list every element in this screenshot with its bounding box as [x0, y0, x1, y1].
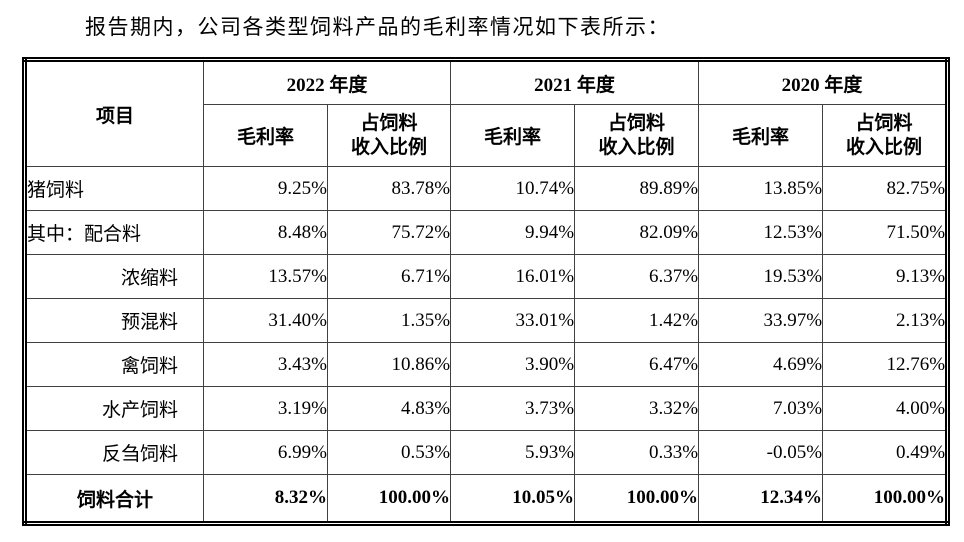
cell-value: 5.93%: [450, 430, 576, 475]
subheader-ratio-line2: 收入比例: [846, 136, 923, 158]
cell-value: 16.01%: [450, 254, 576, 299]
row-label: 预混料: [24, 298, 204, 343]
cell-value: 8.32%: [203, 474, 328, 524]
cell-value: 6.71%: [326, 254, 452, 299]
cell-value: 13.85%: [698, 166, 824, 211]
cell-value: 12.34%: [698, 474, 824, 524]
cell-value: 3.32%: [574, 386, 700, 431]
subheader-margin-2021: 毛利率: [450, 104, 576, 167]
cell-value: 100.00%: [326, 474, 452, 524]
cell-value: 0.53%: [326, 430, 452, 475]
row-label: 其中：配合料: [24, 210, 204, 255]
cell-value: 8.48%: [203, 210, 328, 255]
table-row-pig-feed: 猪饲料 9.25% 83.78% 10.74% 89.89% 13.85% 82…: [24, 166, 949, 211]
subheader-ratio-line1: 占饲料: [608, 112, 666, 134]
cell-value: 31.40%: [203, 298, 328, 343]
row-label: 水产饲料: [24, 386, 204, 431]
table-row-premix-feed: 预混料 31.40% 1.35% 33.01% 1.42% 33.97% 2.1…: [24, 298, 949, 343]
cell-value: 89.89%: [574, 166, 700, 211]
cell-value: 9.25%: [203, 166, 328, 211]
cell-value: 0.33%: [574, 430, 700, 475]
subheader-margin-2022: 毛利率: [203, 104, 328, 167]
subheader-margin-2020: 毛利率: [698, 104, 824, 167]
cell-value: 100.00%: [822, 474, 949, 524]
header-row-metrics: 毛利率 占饲料 收入比例 毛利率 占饲料 收入比例 毛利率 占饲料 收入比例: [25, 104, 949, 167]
subheader-ratio-line1: 占饲料: [360, 112, 418, 134]
cell-value: 3.73%: [450, 386, 576, 431]
table-row-ruminant-feed: 反刍饲料 6.99% 0.53% 5.93% 0.33% -0.05% 0.49…: [24, 430, 949, 475]
header-row-years: 项目 2022 年度 2021 年度 2020 年度: [24, 59, 949, 167]
cell-value: 1.42%: [574, 298, 700, 343]
cell-value: 1.35%: [326, 298, 452, 343]
cell-value: 71.50%: [822, 210, 949, 255]
cell-value: 100.00%: [574, 474, 700, 524]
table-row-compound-feed: 其中：配合料 8.48% 75.72% 9.94% 82.09% 12.53% …: [24, 210, 949, 255]
cell-value: -0.05%: [698, 430, 824, 475]
year-header-2021: 2021 年度: [450, 59, 700, 105]
cell-value: 7.03%: [698, 386, 824, 431]
cell-value: 13.57%: [203, 254, 328, 299]
year-header-2022: 2022 年度: [202, 59, 452, 105]
cell-value: 2.13%: [822, 298, 949, 343]
subheader-ratio-line2: 收入比例: [351, 136, 428, 158]
table-row-poultry-feed: 禽饲料 3.43% 10.86% 3.90% 6.47% 4.69% 12.76…: [24, 342, 949, 387]
cell-value: 0.49%: [822, 430, 949, 475]
gross-margin-table: 项目 2022 年度 2021 年度 2020 年度 毛利率 占饲料 收入比例 …: [22, 57, 951, 526]
subheader-ratio-2020: 占饲料 收入比例: [822, 104, 949, 167]
row-label: 猪饲料: [24, 166, 204, 211]
cell-value: 9.13%: [822, 254, 949, 299]
subheader-ratio-2022: 占饲料 收入比例: [326, 104, 452, 167]
cell-value: 3.43%: [203, 342, 328, 387]
cell-value: 6.37%: [574, 254, 700, 299]
subheader-ratio-line1: 占饲料: [855, 112, 913, 134]
cell-value: 33.97%: [698, 298, 824, 343]
cell-value: 3.90%: [450, 342, 576, 387]
table-row-concentrated-feed: 浓缩料 13.57% 6.71% 16.01% 6.37% 19.53% 9.1…: [24, 254, 949, 299]
cell-value: 82.09%: [574, 210, 700, 255]
cell-value: 6.47%: [574, 342, 700, 387]
row-label: 浓缩料: [24, 254, 204, 299]
cell-value: 6.99%: [203, 430, 328, 475]
cell-value: 10.05%: [450, 474, 576, 524]
cell-value: 82.75%: [822, 166, 949, 211]
year-header-2020: 2020 年度: [698, 59, 949, 105]
row-label: 反刍饲料: [24, 430, 204, 475]
cell-value: 3.19%: [203, 386, 328, 431]
cell-value: 33.01%: [450, 298, 576, 343]
row-label: 禽饲料: [24, 342, 204, 387]
table-row-feed-total: 饲料合计 8.32% 100.00% 10.05% 100.00% 12.34%…: [24, 474, 949, 524]
cell-value: 75.72%: [326, 210, 452, 255]
cell-value: 4.00%: [822, 386, 949, 431]
cell-value: 12.76%: [822, 342, 949, 387]
cell-value: 10.74%: [450, 166, 576, 211]
total-row-label: 饲料合计: [24, 474, 204, 524]
cell-value: 9.94%: [450, 210, 576, 255]
corner-header-item: 项目: [24, 59, 204, 167]
cell-value: 4.69%: [698, 342, 824, 387]
cell-value: 83.78%: [326, 166, 452, 211]
subheader-ratio-2021: 占饲料 收入比例: [574, 104, 700, 167]
table-row-aquatic-feed: 水产饲料 3.19% 4.83% 3.73% 3.32% 7.03% 4.00%: [24, 386, 949, 431]
cell-value: 19.53%: [698, 254, 824, 299]
cell-value: 10.86%: [326, 342, 452, 387]
cell-value: 12.53%: [698, 210, 824, 255]
cell-value: 4.83%: [326, 386, 452, 431]
page-title: 报告期内，公司各类型饲料产品的毛利率情况如下表所示：: [85, 15, 670, 39]
subheader-ratio-line2: 收入比例: [598, 136, 675, 158]
